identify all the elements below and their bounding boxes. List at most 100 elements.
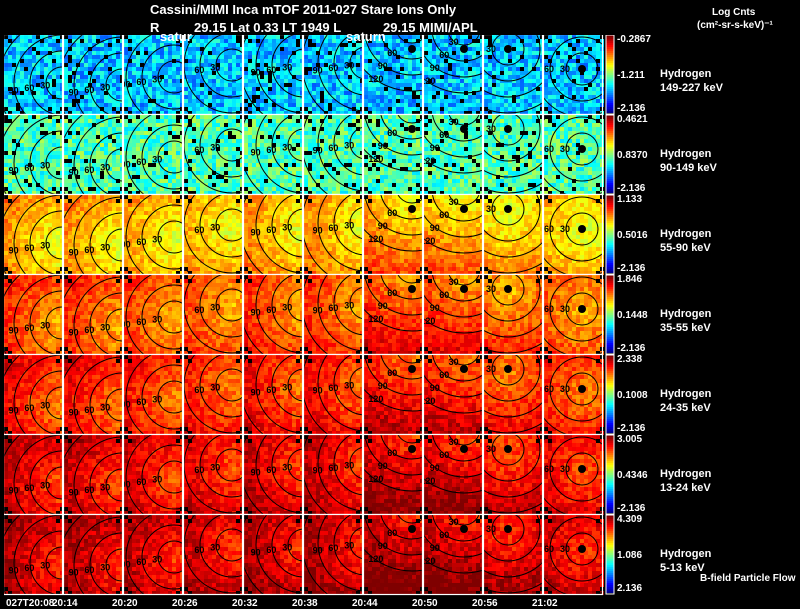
pixel xyxy=(164,147,168,151)
pixel xyxy=(64,91,68,95)
pixel xyxy=(472,35,476,39)
pixel xyxy=(128,99,132,103)
pixel xyxy=(344,163,348,167)
pixel xyxy=(332,111,336,115)
pixel xyxy=(52,51,56,55)
pixel xyxy=(68,175,72,179)
pixel xyxy=(348,47,352,51)
pixel xyxy=(444,47,448,51)
pixel xyxy=(304,187,308,191)
contour-line xyxy=(397,35,422,44)
pixel xyxy=(272,163,276,167)
pixel xyxy=(348,107,352,111)
pixel xyxy=(344,107,348,111)
pixel xyxy=(188,63,192,67)
pixel xyxy=(176,159,180,163)
pixel xyxy=(100,75,104,79)
pixel xyxy=(156,171,160,175)
pixel xyxy=(136,55,140,59)
pixel xyxy=(172,99,176,103)
pixel xyxy=(292,55,296,59)
pixel xyxy=(188,75,192,79)
pixel xyxy=(124,103,128,107)
pixel xyxy=(148,75,152,79)
pixel xyxy=(496,95,500,99)
pixel xyxy=(292,95,296,99)
pixel xyxy=(296,67,300,71)
pixel xyxy=(196,171,200,175)
pixel xyxy=(384,47,388,51)
pixel xyxy=(80,75,84,79)
pixel xyxy=(488,103,492,107)
pixel xyxy=(256,87,260,91)
pixel xyxy=(580,91,584,95)
pixel xyxy=(328,91,332,95)
pixel xyxy=(288,59,292,63)
colorbar-step xyxy=(606,49,614,51)
pixel xyxy=(392,95,396,99)
pixel xyxy=(172,135,176,139)
pixel xyxy=(352,119,356,123)
pixel xyxy=(496,71,500,75)
pixel xyxy=(52,39,56,43)
pixel xyxy=(260,123,264,127)
pixel xyxy=(40,167,44,171)
pixel xyxy=(228,123,232,127)
pixel xyxy=(24,91,28,95)
pixel xyxy=(52,59,56,63)
pixel xyxy=(16,47,20,51)
pixel xyxy=(340,119,344,123)
pixel xyxy=(172,131,176,135)
pixel xyxy=(344,39,348,43)
pixel xyxy=(448,59,452,63)
pixel xyxy=(108,143,112,147)
pixel xyxy=(488,47,492,51)
pixel xyxy=(552,71,556,75)
pixel xyxy=(220,127,224,131)
pixel xyxy=(224,91,228,95)
pixel xyxy=(268,87,272,91)
colorbar-step xyxy=(606,111,614,113)
pixel xyxy=(200,55,204,59)
pixel xyxy=(344,51,348,55)
pixel xyxy=(492,103,496,107)
pixel xyxy=(324,175,328,179)
pixel xyxy=(188,103,192,107)
pixel xyxy=(368,35,372,39)
pixel xyxy=(548,111,552,115)
pixel xyxy=(432,103,436,107)
pixel xyxy=(132,51,136,55)
pixel xyxy=(24,99,28,103)
pixel xyxy=(144,119,148,123)
pixel xyxy=(36,151,40,155)
pixel xyxy=(96,63,100,67)
pixel xyxy=(280,51,284,55)
pixel xyxy=(108,79,112,83)
pixel xyxy=(56,119,60,123)
pixel xyxy=(40,183,44,187)
pixel xyxy=(156,91,160,95)
pixel xyxy=(336,95,340,99)
pixel xyxy=(36,47,40,51)
pixel xyxy=(40,175,44,179)
pixel xyxy=(292,107,296,111)
pixel xyxy=(212,43,216,47)
pixel xyxy=(472,43,476,47)
pixel xyxy=(256,83,260,87)
pixel xyxy=(80,123,84,127)
pixel xyxy=(152,55,156,59)
pixel xyxy=(100,139,104,143)
pixel xyxy=(556,51,560,55)
pixel xyxy=(148,59,152,63)
pixel xyxy=(396,39,400,43)
pixel xyxy=(72,151,76,155)
pixel xyxy=(344,47,348,51)
pixel xyxy=(280,131,284,135)
pixel xyxy=(536,71,540,75)
pixel xyxy=(332,43,336,47)
pixel xyxy=(52,139,56,143)
pixel xyxy=(348,43,352,47)
pixel xyxy=(192,91,196,95)
pixel xyxy=(444,43,448,47)
